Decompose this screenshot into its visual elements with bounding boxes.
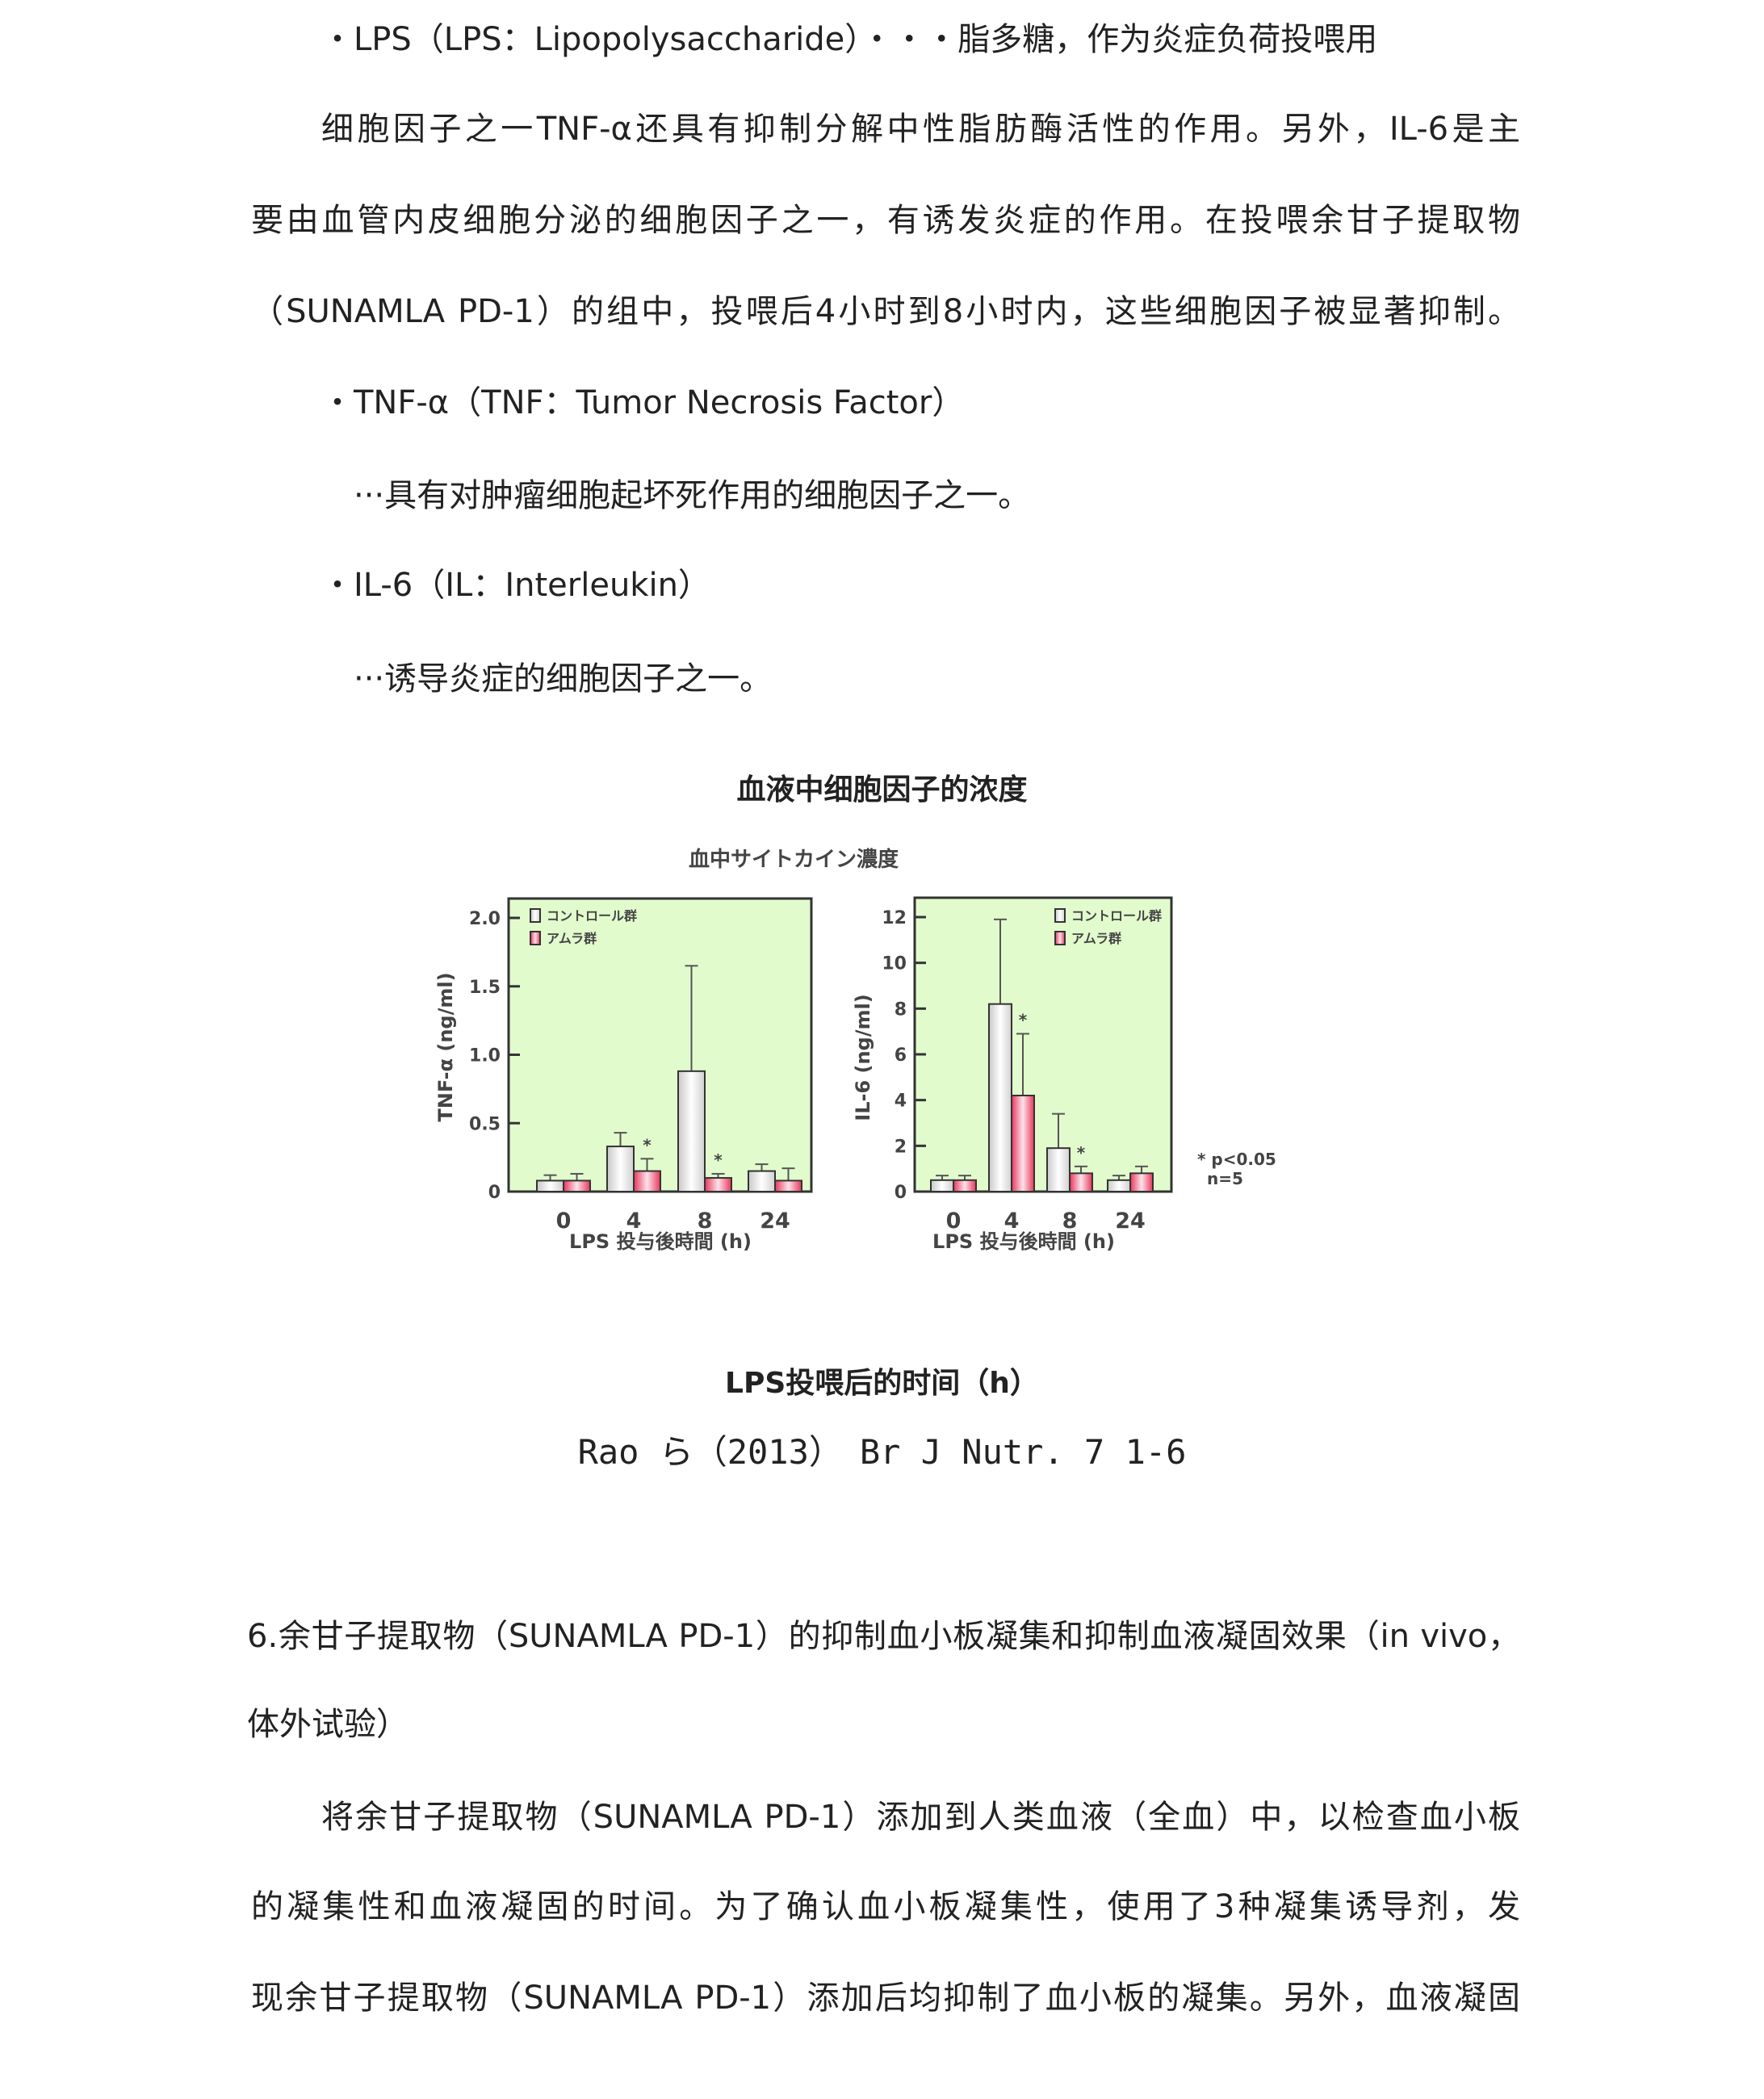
legend-swatch: [530, 908, 541, 923]
bar-control: [1107, 1179, 1131, 1193]
legend-label: コントロール群: [547, 908, 637, 924]
significance-marker: *: [714, 1150, 723, 1170]
y-tick-label: 4: [895, 1091, 907, 1112]
y-tick-label: 0: [488, 1183, 501, 1203]
y-tick-label: 2: [895, 1137, 907, 1157]
bar-amla: [563, 1179, 591, 1193]
bar-amla: [633, 1170, 661, 1193]
x-axis-label: LPS 投与後時間 (h): [569, 1230, 752, 1253]
x-tick-label: 24: [1115, 1209, 1146, 1234]
bar-control: [677, 1070, 706, 1192]
x-axis-label: LPS 投与後時間 (h): [932, 1230, 1115, 1253]
x-tick-label: 8: [698, 1209, 713, 1234]
bar-control: [536, 1179, 564, 1193]
bullet-lps: ・LPS（LPS：Lipopolysaccharide）・・・脂多糖，作为炎症负…: [321, 21, 1378, 58]
y-tick-label: 12: [882, 908, 907, 928]
cytokine-chart: 血中サイトカイン濃度 00.51.01.52.00 4*8*24コントロール群アム…: [434, 847, 1276, 1253]
x-tick-label: 4: [1004, 1209, 1020, 1234]
x-tick-label: 24: [760, 1209, 790, 1234]
bullet-il6: ・IL-6（IL：Interleukin）: [321, 567, 710, 604]
y-axis-label: IL-6 (ng/ml): [852, 994, 874, 1121]
bar-control: [930, 1179, 954, 1193]
stat-note: n=5: [1207, 1169, 1243, 1188]
paragraph-line: 将余甘子提取物（SUNAMLA PD-1）添加到人类血液（全血）中，以检查血小板: [321, 1799, 1520, 1836]
bar-amla: [774, 1179, 802, 1193]
bullet-tnf: ・TNF-α（TNF：Tumor Necrosis Factor）: [321, 384, 965, 421]
y-tick-label: 1.0: [469, 1046, 501, 1066]
x-tick-label: 4: [626, 1209, 642, 1234]
paragraph-line: 要由血管内皮细胞分泌的细胞因子之一，有诱发炎症的作用。在投喂余甘子提取物: [251, 202, 1520, 239]
legend-label: コントロール群: [1071, 908, 1162, 924]
y-tick-label: 10: [882, 954, 907, 974]
y-tick-label: 1.5: [469, 978, 501, 998]
bar-control: [748, 1170, 776, 1193]
legend-label: アムラ群: [547, 931, 597, 946]
section-heading-cont: 体外试验）: [247, 1706, 409, 1743]
bullet-tnf-desc: ···具有对肿瘤细胞起坏死作用的细胞因子之一。: [354, 477, 1031, 514]
y-tick-label: 6: [895, 1045, 907, 1066]
figure-xlabel-caption: LPS投喂后的时间（h）: [725, 1367, 1039, 1400]
y-tick-label: 8: [895, 999, 907, 1020]
bar-control: [988, 1003, 1012, 1192]
section-heading: 6.余甘子提取物（SUNAMLA PD-1）的抑制血小板凝集和抑制血液凝固效果（…: [247, 1618, 1520, 1655]
chart-title: 血中サイトカイン濃度: [689, 847, 899, 872]
y-tick-label: 0.5: [469, 1114, 501, 1134]
x-tick-label: 8: [1062, 1209, 1078, 1234]
bullet-il6-desc: ···诱导炎症的细胞因子之一。: [354, 660, 773, 698]
x-tick-label: 0: [556, 1209, 572, 1234]
figure-title: 血液中细胞因子的浓度: [736, 773, 1028, 807]
paragraph-line: 现余甘子提取物（SUNAMLA PD-1）添加后均抑制了血小板的凝集。另外，血液…: [251, 1980, 1520, 2017]
significance-marker: *: [1077, 1143, 1086, 1163]
bar-amla: [953, 1179, 977, 1193]
bar-amla: [1129, 1172, 1154, 1193]
legend-swatch: [1054, 931, 1066, 945]
legend-swatch: [530, 931, 541, 945]
citation: Rao ら（2013） Br J Nutr. 7 1-6: [577, 1432, 1187, 1472]
legend-swatch: [1054, 908, 1066, 923]
x-tick-label: 0: [946, 1209, 962, 1234]
bar-amla: [1011, 1095, 1035, 1192]
y-tick-label: 2.0: [469, 909, 501, 929]
bar-amla: [704, 1177, 732, 1192]
bar-control: [1046, 1147, 1071, 1192]
significance-marker: *: [643, 1135, 652, 1154]
paragraph-line: 的凝集性和血液凝固的时间。为了确认血小板凝集性，使用了3种凝集诱导剂，发: [251, 1888, 1520, 1925]
y-tick-label: 0: [895, 1183, 907, 1203]
paragraph-line: 细胞因子之一TNF-α还具有抑制分解中性脂肪酶活性的作用。另外，IL-6是主: [321, 111, 1520, 148]
plot-area: [913, 896, 1173, 1193]
bar-control: [606, 1146, 635, 1193]
bar-amla: [1069, 1172, 1093, 1193]
significance-marker: *: [1019, 1011, 1028, 1030]
y-axis-label: TNF-α (ng/ml): [434, 972, 457, 1121]
paragraph-line: （SUNAMLA PD-1）的组中，投喂后4小时到8小时内，这些细胞因子被显著抑…: [251, 293, 1520, 330]
plot-area: [507, 897, 813, 1193]
stat-note: * p<0.05: [1197, 1150, 1276, 1169]
legend-label: アムラ群: [1071, 931, 1121, 946]
